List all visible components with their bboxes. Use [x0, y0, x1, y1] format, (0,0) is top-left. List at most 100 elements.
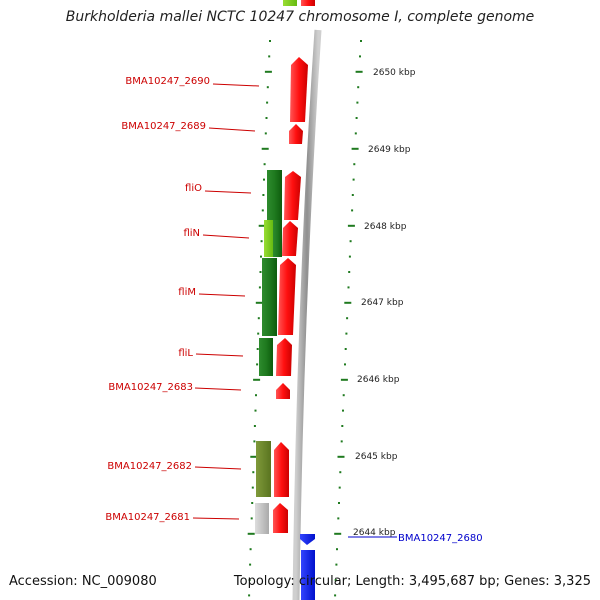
minor-tick	[351, 209, 354, 212]
minor-tick	[258, 286, 261, 289]
gene-BMA10247_2682	[274, 442, 289, 497]
minor-tick	[249, 563, 252, 566]
minor-tick	[360, 40, 362, 42]
gene-fliM	[278, 258, 296, 335]
minor-tick	[263, 178, 265, 181]
minor-tick	[334, 579, 337, 581]
gene-BMA10247_2681	[273, 503, 288, 533]
minor-tick	[250, 517, 253, 520]
chromosome-backbone	[292, 29, 322, 600]
gene-fliN	[282, 221, 298, 256]
gene-label: BMA10247_2681	[105, 512, 190, 523]
minor-tick	[266, 86, 269, 89]
major-tick	[261, 147, 269, 150]
minor-tick	[254, 409, 257, 412]
gene-BMA10247_2681-inner	[255, 503, 269, 534]
scale-label: 2647 kbp	[361, 298, 404, 308]
gene-fliL-inner	[259, 338, 273, 376]
scale-label: 2650 kbp	[373, 68, 416, 78]
minor-tick	[260, 240, 263, 243]
minor-tick	[338, 486, 341, 489]
gene-fliL	[276, 338, 292, 376]
minor-tick	[348, 271, 351, 273]
outer-tick-ring	[334, 40, 363, 597]
minor-tick	[356, 101, 359, 104]
minor-tick	[354, 132, 357, 135]
minor-tick	[352, 178, 355, 181]
minor-tick	[257, 332, 260, 335]
minor-tick	[260, 255, 262, 258]
gene-label: fliM	[178, 287, 196, 298]
minor-tick	[346, 317, 349, 320]
gene-label: BMA10247_2683	[108, 382, 193, 393]
minor-tick	[340, 440, 343, 443]
minor-tick	[256, 363, 259, 366]
gene-BMA10247_2680-body	[301, 550, 315, 600]
minor-tick	[256, 348, 259, 350]
minor-tick	[264, 132, 267, 135]
minor-tick	[336, 548, 338, 551]
minor-tick	[349, 240, 352, 243]
label-leader-lines	[192, 83, 260, 520]
major-tick	[264, 70, 272, 73]
minor-tick	[335, 563, 338, 566]
scale-label: 2645 kbp	[355, 452, 398, 462]
minor-tick	[337, 517, 340, 520]
minor-tick	[357, 86, 360, 89]
major-tick	[340, 378, 348, 381]
minor-tick	[257, 317, 260, 320]
gene-BMA10247_2682-inner	[256, 441, 271, 497]
minor-tick	[344, 363, 346, 366]
minor-tick	[351, 194, 354, 196]
minor-tick	[251, 486, 254, 489]
minor-tick	[263, 163, 266, 166]
gene-label: BMA10247_2682	[107, 461, 192, 472]
gene-fliN-inner	[264, 220, 273, 257]
minor-tick	[339, 471, 342, 474]
gene-label: BMA10247_2689	[121, 121, 206, 132]
minor-tick	[342, 409, 344, 412]
gene-label: fliL	[178, 348, 193, 359]
minor-tick	[253, 425, 256, 427]
minor-tick	[248, 594, 251, 597]
major-tick	[247, 532, 255, 535]
major-tick	[255, 301, 263, 304]
gene-label-group: BMA10247_2690 BMA10247_2689 fliO fliN fl…	[105, 76, 210, 523]
inner-tick-ring	[247, 40, 272, 597]
minor-tick	[268, 55, 271, 58]
minor-tick	[253, 440, 256, 443]
minor-tick	[261, 209, 264, 212]
gene-label: fliO	[185, 183, 202, 194]
major-tick	[355, 70, 363, 73]
topology-text: Topology: circular; Length: 3,495,687 bp…	[233, 574, 591, 589]
minor-tick	[359, 55, 361, 58]
major-tick	[351, 147, 359, 150]
gene-fliN-inner-b	[273, 220, 282, 257]
minor-tick	[269, 40, 271, 42]
gene-BMA10247_2690	[290, 57, 308, 122]
gene-partial-top-red	[301, 0, 315, 6]
minor-tick	[355, 117, 358, 119]
gene-fliM-inner	[262, 258, 277, 336]
minor-tick	[266, 101, 269, 104]
scale-label: 2644 kbp	[353, 528, 396, 538]
gene-BMA10247_2680	[300, 534, 315, 545]
minor-tick	[252, 471, 255, 474]
major-tick	[344, 301, 352, 304]
minor-tick	[255, 394, 257, 397]
gene-label-blue: BMA10247_2680	[398, 533, 483, 544]
minor-tick	[341, 425, 344, 427]
major-tick	[253, 378, 261, 381]
major-tick	[250, 455, 258, 458]
minor-tick	[259, 271, 262, 273]
major-tick	[334, 532, 342, 535]
minor-tick	[353, 163, 356, 166]
minor-tick	[334, 594, 337, 597]
gene-BMA10247_2689	[289, 124, 303, 144]
accession-text: Accession: NC_009080	[9, 574, 157, 589]
minor-tick	[348, 255, 351, 258]
minor-tick	[345, 332, 348, 335]
map-title: Burkholderia mallei NCTC 10247 chromosom…	[65, 9, 535, 25]
minor-tick	[249, 548, 252, 551]
